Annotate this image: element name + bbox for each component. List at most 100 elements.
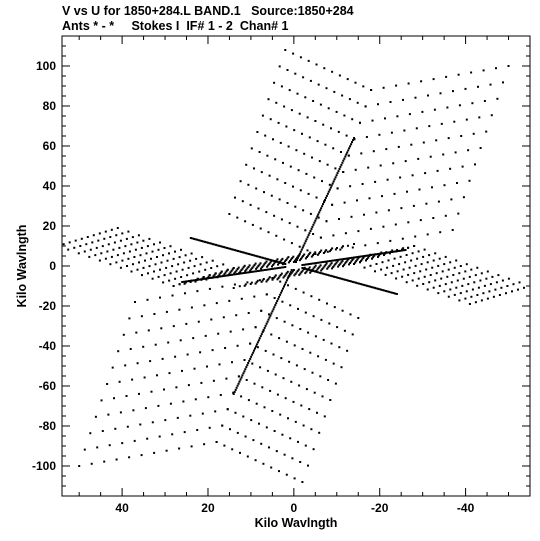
- uv-point: [344, 155, 347, 158]
- y-tick-label: -20: [39, 299, 57, 313]
- uv-point: [257, 339, 260, 342]
- uv-point: [322, 338, 325, 341]
- uv-point: [318, 211, 321, 214]
- uv-point: [68, 241, 71, 244]
- uv-point: [523, 286, 525, 289]
- uv-point: [319, 251, 322, 253]
- uv-point: [459, 292, 462, 295]
- uv-point: [110, 228, 113, 231]
- uv-point: [163, 247, 166, 249]
- y-tick-label: 0: [49, 259, 56, 273]
- uv-point: [512, 283, 515, 286]
- uv-point: [369, 285, 372, 288]
- uv-point: [267, 277, 270, 280]
- uv-point: [389, 101, 392, 103]
- uv-point: [422, 283, 425, 285]
- uv-point: [153, 313, 156, 315]
- uv-point: [468, 275, 471, 278]
- uv-point: [326, 273, 329, 276]
- uv-point: [284, 182, 287, 184]
- uv-point: [169, 402, 172, 405]
- uv-point: [414, 96, 417, 99]
- uv-point: [277, 263, 279, 266]
- uv-point: [472, 132, 475, 135]
- uv-point: [245, 268, 248, 271]
- uv-point: [333, 90, 336, 93]
- uv-point: [337, 265, 340, 268]
- uv-point: [432, 78, 435, 81]
- uv-point: [181, 281, 184, 283]
- uv-point: [296, 225, 299, 228]
- uv-point: [130, 243, 133, 246]
- uv-point: [465, 290, 468, 293]
- uv-point: [485, 130, 488, 133]
- uv-point: [273, 260, 276, 262]
- uv-point: [298, 112, 301, 115]
- uv-point: [328, 264, 331, 267]
- uv-point: [244, 283, 247, 286]
- uv-point: [465, 118, 468, 121]
- uv-point: [224, 271, 227, 274]
- uv-point: [418, 188, 421, 191]
- uv-point: [445, 75, 448, 78]
- uv-point: [67, 248, 70, 251]
- uv-point: [179, 339, 182, 342]
- uv-point: [193, 265, 196, 268]
- uv-point: [382, 252, 385, 255]
- uv-point: [369, 264, 372, 267]
- uv-point: [280, 357, 283, 360]
- uv-point: [308, 408, 311, 411]
- uv-point: [319, 375, 322, 378]
- uv-point: [269, 261, 272, 264]
- uv-point: [286, 277, 289, 280]
- uv-point: [434, 252, 437, 255]
- uv-point: [149, 360, 152, 363]
- uv-point: [342, 171, 345, 173]
- uv-point: [193, 237, 195, 240]
- uv-point: [257, 207, 260, 210]
- uv-point: [467, 283, 470, 286]
- uv-point: [342, 278, 345, 281]
- uv-point: [332, 147, 335, 150]
- uv-point: [340, 163, 343, 166]
- uv-point: [261, 386, 264, 389]
- uv-point: [251, 362, 254, 365]
- uv-point: [263, 406, 266, 409]
- uv-point: [264, 349, 267, 352]
- uv-point: [288, 274, 291, 277]
- uv-point: [187, 384, 190, 387]
- uv-point: [121, 232, 124, 235]
- uv-point: [266, 320, 269, 323]
- uv-point: [402, 247, 405, 250]
- uv-point: [338, 264, 341, 267]
- uv-point: [389, 291, 392, 294]
- uv-point: [399, 176, 402, 179]
- uv-point: [269, 314, 272, 317]
- uv-point: [221, 245, 224, 248]
- uv-point: [259, 366, 262, 369]
- uv-point: [432, 259, 435, 262]
- uv-point: [312, 233, 315, 235]
- uv-point: [128, 250, 131, 253]
- uv-point: [148, 237, 151, 240]
- uv-point: [298, 245, 301, 248]
- uv-point: [96, 446, 99, 449]
- uv-point: [354, 256, 357, 259]
- uv-point: [261, 269, 264, 272]
- uv-point: [253, 264, 256, 267]
- uv-point: [101, 430, 104, 432]
- uv-point: [302, 209, 305, 212]
- uv-point: [446, 106, 449, 109]
- uv-point: [83, 250, 86, 253]
- uv-point: [387, 259, 390, 262]
- uv-point: [286, 69, 289, 71]
- uv-point: [240, 395, 243, 398]
- uv-point: [397, 250, 400, 252]
- uv-point: [273, 430, 276, 432]
- uv-point: [296, 256, 299, 259]
- uv-point: [336, 260, 339, 263]
- uv-point: [351, 246, 354, 249]
- uv-point: [208, 274, 211, 277]
- uv-point: [222, 274, 225, 277]
- uv-point: [274, 373, 277, 376]
